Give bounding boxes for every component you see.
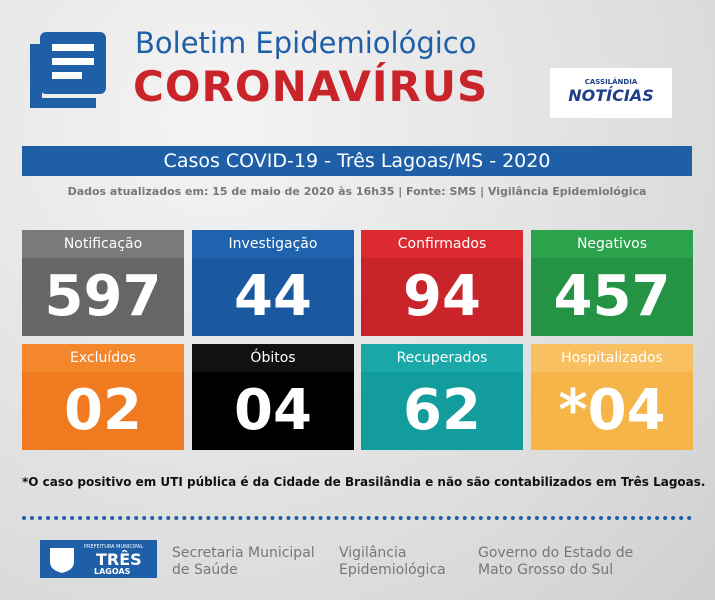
logo-top: CASSILÂNDIA	[584, 78, 638, 86]
stat-card: Recuperados 62	[361, 344, 523, 450]
stat-label: Hospitalizados	[531, 344, 693, 372]
stat-label: Negativos	[531, 230, 693, 258]
news-logo: CASSILÂNDIA NOTÍCIAS	[550, 68, 672, 118]
stat-value: 04	[192, 372, 354, 450]
title: Boletim Epidemiológico	[135, 26, 477, 60]
city-logo-bottom: LAGOAS	[94, 567, 131, 576]
divider	[22, 516, 692, 520]
city-logo: PREFEITURA MUNICIPAL TRÊS LAGOAS	[40, 540, 157, 578]
city-logo-main: TRÊS	[96, 550, 142, 569]
stat-card: Investigação 44	[192, 230, 354, 336]
stat-value: 02	[22, 372, 184, 450]
stat-label: Recuperados	[361, 344, 523, 372]
stat-value: 597	[22, 258, 184, 336]
banner: Casos COVID-19 - Três Lagoas/MS - 2020	[22, 146, 692, 176]
stat-label: Óbitos	[192, 344, 354, 372]
subtitle: CORONAVÍRUS	[133, 62, 489, 111]
stat-value: 62	[361, 372, 523, 450]
city-logo-top: PREFEITURA MUNICIPAL	[84, 544, 144, 550]
footnote: *O caso positivo em UTI pública é da Cid…	[22, 475, 706, 489]
stat-value: 457	[531, 258, 693, 336]
stat-value: 94	[361, 258, 523, 336]
footer-item: Vigilância Epidemiológica	[339, 545, 446, 578]
stat-value: *04	[531, 372, 693, 450]
stat-card: Excluídos 02	[22, 344, 184, 450]
logo-main: NOTÍCIAS	[568, 86, 654, 105]
footer-item: Governo do Estado de Mato Grosso do Sul	[478, 545, 634, 578]
stat-card: Hospitalizados *04	[531, 344, 693, 450]
stat-card: Confirmados 94	[361, 230, 523, 336]
stat-card: Notificação 597	[22, 230, 184, 336]
stat-card: Negativos 457	[531, 230, 693, 336]
stat-label: Confirmados	[361, 230, 523, 258]
stat-label: Excluídos	[22, 344, 184, 372]
stat-value: 44	[192, 258, 354, 336]
coat-of-arms	[50, 548, 74, 573]
document-icon	[30, 32, 106, 108]
stat-card: Óbitos 04	[192, 344, 354, 450]
footer-item: Secretaria Municipal de Saúde	[172, 545, 315, 578]
update-note: Dados atualizados em: 15 de maio de 2020…	[67, 185, 647, 198]
stat-label: Investigação	[192, 230, 354, 258]
stat-label: Notificação	[22, 230, 184, 258]
